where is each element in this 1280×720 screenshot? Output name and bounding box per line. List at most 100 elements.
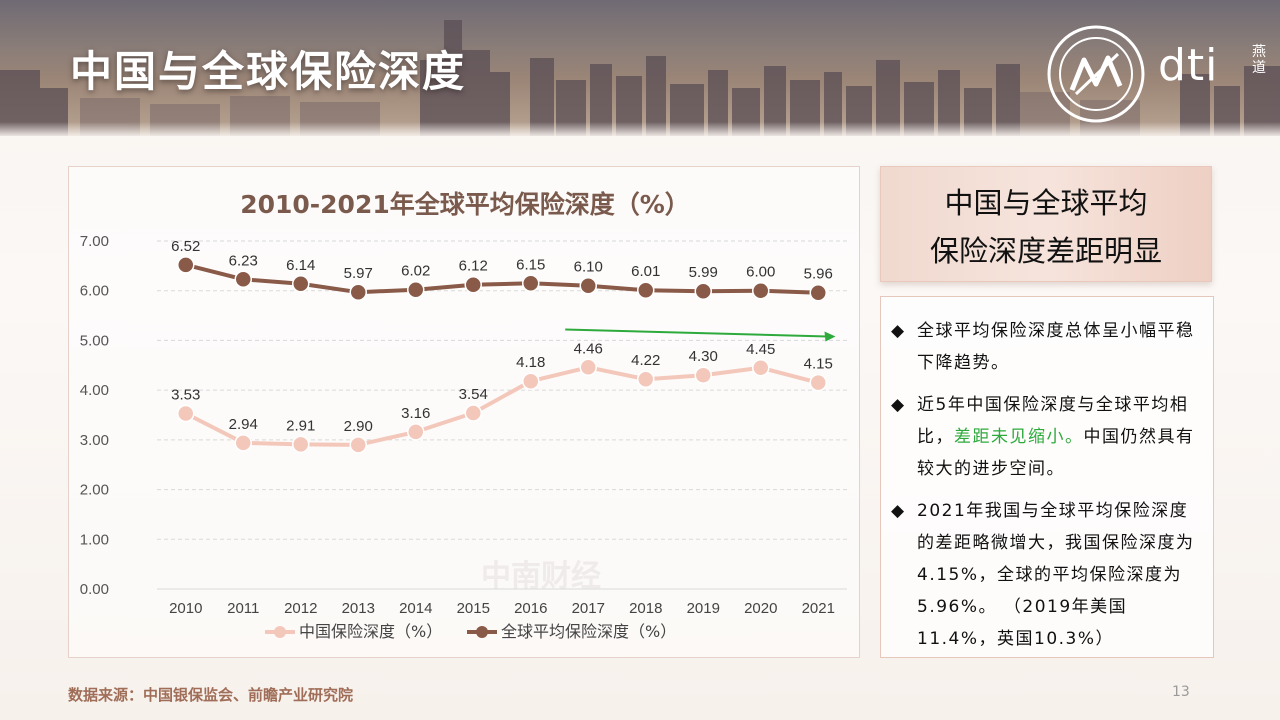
bullet-text: 近5年中国保险深度与全球平均相比，差距未见缩小。中国仍然具有较大的进步空间。 [917,389,1203,485]
x-tick-label: 2013 [342,600,375,617]
summary-box: 中国与全球平均 保险深度差距明显 [880,166,1212,282]
y-tick-label: 1.00 [80,531,109,548]
data-point [177,404,195,423]
series-line [184,365,819,447]
data-label: 6.14 [286,257,315,274]
summary-line-2: 保险深度差距明显 [929,234,1162,268]
data-point [407,423,425,441]
data-label: 4.18 [516,354,545,371]
bullet-item: ◆ 2021年我国与全球平均保险深度的差距略微增大，我国保险深度为4.15%，全… [891,495,1203,655]
diamond-bullet-icon: ◆ [891,395,905,415]
data-point [464,275,482,294]
highlight-text: 差距未见缩小。 [954,427,1084,447]
data-label: 6.00 [746,264,775,281]
data-label: 4.45 [746,341,775,358]
y-tick-label: 0.00 [80,581,109,598]
data-point [349,436,367,454]
data-point [407,280,425,299]
legend-swatch-marker [274,626,286,638]
bullet-text-part: 中国仍然具有较大的进步空间。 [917,427,1195,479]
bullets-panel: ◆ 全球平均保险深度总体呈小幅平稳下降趋势。 ◆ 近5年中国保险深度与全球平均相… [880,296,1214,658]
y-tick-label: 2.00 [80,482,109,499]
x-tick-label: 2018 [629,600,662,617]
diamond-bullet-icon: ◆ [891,501,905,521]
x-tick-label: 2021 [802,600,835,617]
y-tick-label: 6.00 [80,283,109,300]
data-label: 4.30 [689,348,718,365]
brand-logo-vertical: 燕道 [1252,44,1266,76]
legend-label: 全球平均保险深度（%） [501,622,676,641]
data-point [522,274,540,293]
brand-logo-text: dti [1158,40,1219,91]
bullet-item: ◆ 近5年中国保险深度与全球平均相比，差距未见缩小。中国仍然具有较大的进步空间。 [891,389,1203,485]
data-label: 3.53 [171,387,200,404]
data-point [809,373,827,392]
bullet-item: ◆ 全球平均保险深度总体呈小幅平稳下降趋势。 [891,315,1203,379]
data-label: 5.99 [689,264,718,281]
bullet-text: 全球平均保险深度总体呈小幅平稳下降趋势。 [917,321,1195,373]
data-label: 6.02 [401,263,430,280]
data-point [809,283,827,302]
header-banner: 中国与全球保险深度 dti 燕道 [0,0,1280,136]
header-fade [0,122,1280,136]
data-label: 6.01 [631,263,660,280]
trend-arrow-line [565,328,828,338]
data-label: 5.97 [344,265,373,282]
x-tick-label: 2020 [744,600,777,617]
data-label: 6.12 [459,258,488,275]
data-point [292,275,310,293]
data-label: 6.15 [516,256,545,273]
data-point [579,358,597,377]
watermark: 中南财经 [481,559,601,594]
data-point [522,372,540,390]
data-label: 2.94 [229,416,258,433]
data-label: 4.15 [804,356,833,373]
data-label: 3.16 [401,405,430,422]
data-label: 3.54 [459,386,488,403]
institute-seal-logo [1047,25,1145,123]
data-label: 4.46 [574,340,603,357]
x-tick-label: 2010 [169,600,202,617]
chart-title: 2010-2021年全球平均保险深度（%） [240,190,690,219]
x-tick-label: 2016 [514,600,547,617]
data-point [579,276,597,295]
data-point [752,359,770,377]
y-tick-label: 5.00 [80,332,109,349]
y-tick-label: 4.00 [80,382,109,399]
y-tick-label: 7.00 [80,233,109,250]
data-label: 5.96 [804,266,833,283]
chart-panel: 中南财经 0.00 1.00 2.00 3.00 4.00 5.00 6.00 7.00 201… [68,166,860,658]
data-point [752,281,770,300]
data-label: 4.22 [631,352,660,369]
data-point [464,404,482,422]
trend-arrow-head [824,331,836,342]
page-number: 13 [1172,684,1190,700]
data-point [177,256,195,274]
data-point [694,366,712,384]
bullet-text: 2021年我国与全球平均保险深度的差距略微增大，我国保险深度为4.15%，全球的… [917,501,1195,649]
diamond-bullet-icon: ◆ [891,321,905,341]
data-label: 6.23 [229,252,258,269]
bullet-text-part: 近5年中国保险深度与全球平均相比， [917,395,1189,447]
x-tick-label: 2014 [399,600,432,617]
page-title: 中国与全球保险深度 [70,47,467,96]
x-tick-label: 2012 [284,600,317,617]
series-line [185,262,819,295]
summary-line-1: 中国与全球平均 [944,186,1148,220]
data-label: 2.91 [286,417,315,434]
data-point [637,281,655,299]
data-source-note: 数据来源：中国银保监会、前瞻产业研究院 [68,686,354,704]
y-tick-label: 3.00 [80,432,109,449]
x-tick-label: 2019 [687,600,720,617]
data-point [292,435,310,454]
data-point [234,270,252,289]
data-point [694,282,712,300]
data-point [637,370,655,388]
data-label: 6.52 [171,238,200,255]
data-point [349,283,367,301]
x-tick-label: 2017 [572,600,605,617]
data-point [234,434,252,452]
x-tick-label: 2015 [457,600,490,617]
data-label: 2.90 [344,418,373,435]
data-label: 6.10 [574,259,603,276]
